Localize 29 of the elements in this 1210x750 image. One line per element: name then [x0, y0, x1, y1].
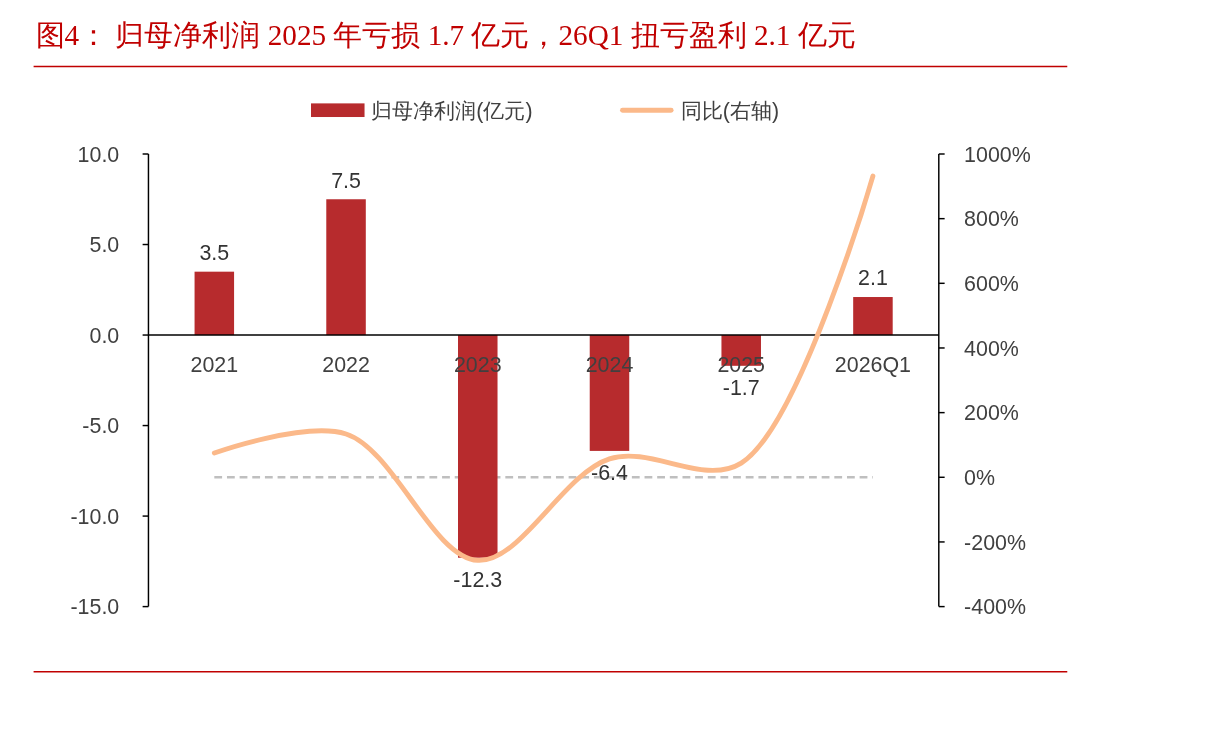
x-tick-label: 2021 — [190, 353, 239, 378]
x-tick-label: 2026Q1 — [834, 353, 912, 378]
y2-tick-label: 1000% — [964, 142, 1031, 167]
data-label: -6.4 — [591, 461, 629, 486]
chart-title: 图4： 归母净利润 2025 年亏损 1.7 亿元，26Q1 扭亏盈利 2.1 亿元 — [35, 18, 856, 51]
data-label: 2.1 — [858, 266, 888, 291]
y-tick-label: 0.0 — [89, 323, 120, 348]
y2-tick-label: 600% — [964, 272, 1019, 297]
y2-tick-label: 200% — [964, 401, 1019, 426]
legend-label: 归母净利润(亿元) — [371, 98, 533, 123]
data-label: 3.5 — [199, 241, 230, 265]
y-tick-label: -10.0 — [70, 504, 120, 529]
y2-tick-label: 400% — [964, 336, 1019, 361]
bar — [326, 199, 366, 336]
y-tick-label: 5.0 — [89, 233, 120, 258]
data-label: -1.7 — [722, 376, 760, 401]
bar — [853, 297, 893, 336]
x-tick-label: 2022 — [322, 353, 370, 378]
y-tick-label: 10.0 — [77, 142, 120, 167]
data-label: 7.5 — [331, 168, 361, 193]
y2-tick-label: -400% — [964, 595, 1026, 620]
bar — [194, 271, 235, 336]
y2-tick-label: -200% — [964, 530, 1026, 555]
y-tick-label: -5.0 — [82, 414, 120, 439]
y2-tick-label: 0% — [964, 466, 996, 491]
legend-label: 同比(右轴) — [680, 98, 780, 123]
y2-tick-label: 800% — [964, 207, 1019, 232]
y-tick-label: -15.0 — [70, 595, 120, 620]
data-label: -12.3 — [453, 567, 503, 592]
